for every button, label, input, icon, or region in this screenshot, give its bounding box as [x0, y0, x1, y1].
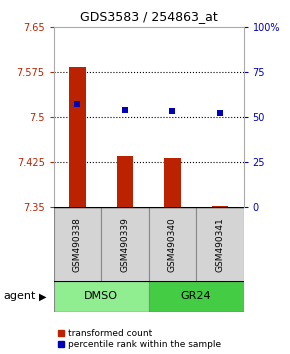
- Bar: [211, 206, 228, 207]
- Legend: transformed count, percentile rank within the sample: transformed count, percentile rank withi…: [58, 329, 221, 349]
- Bar: [148, 207, 196, 281]
- Bar: [164, 158, 181, 207]
- Text: GSM490339: GSM490339: [120, 217, 129, 272]
- Text: ▶: ▶: [39, 291, 47, 302]
- Text: GR24: GR24: [181, 291, 211, 302]
- Text: GSM490338: GSM490338: [73, 217, 82, 272]
- Text: GSM490341: GSM490341: [215, 217, 224, 272]
- Bar: [54, 281, 148, 312]
- Bar: [148, 281, 244, 312]
- Bar: [69, 68, 86, 207]
- Text: DMSO: DMSO: [84, 291, 118, 302]
- Title: GDS3583 / 254863_at: GDS3583 / 254863_at: [80, 10, 218, 23]
- Bar: [117, 156, 133, 207]
- Bar: [54, 207, 101, 281]
- Bar: [196, 207, 244, 281]
- Bar: [101, 207, 148, 281]
- Text: agent: agent: [3, 291, 35, 302]
- Text: GSM490340: GSM490340: [168, 217, 177, 272]
